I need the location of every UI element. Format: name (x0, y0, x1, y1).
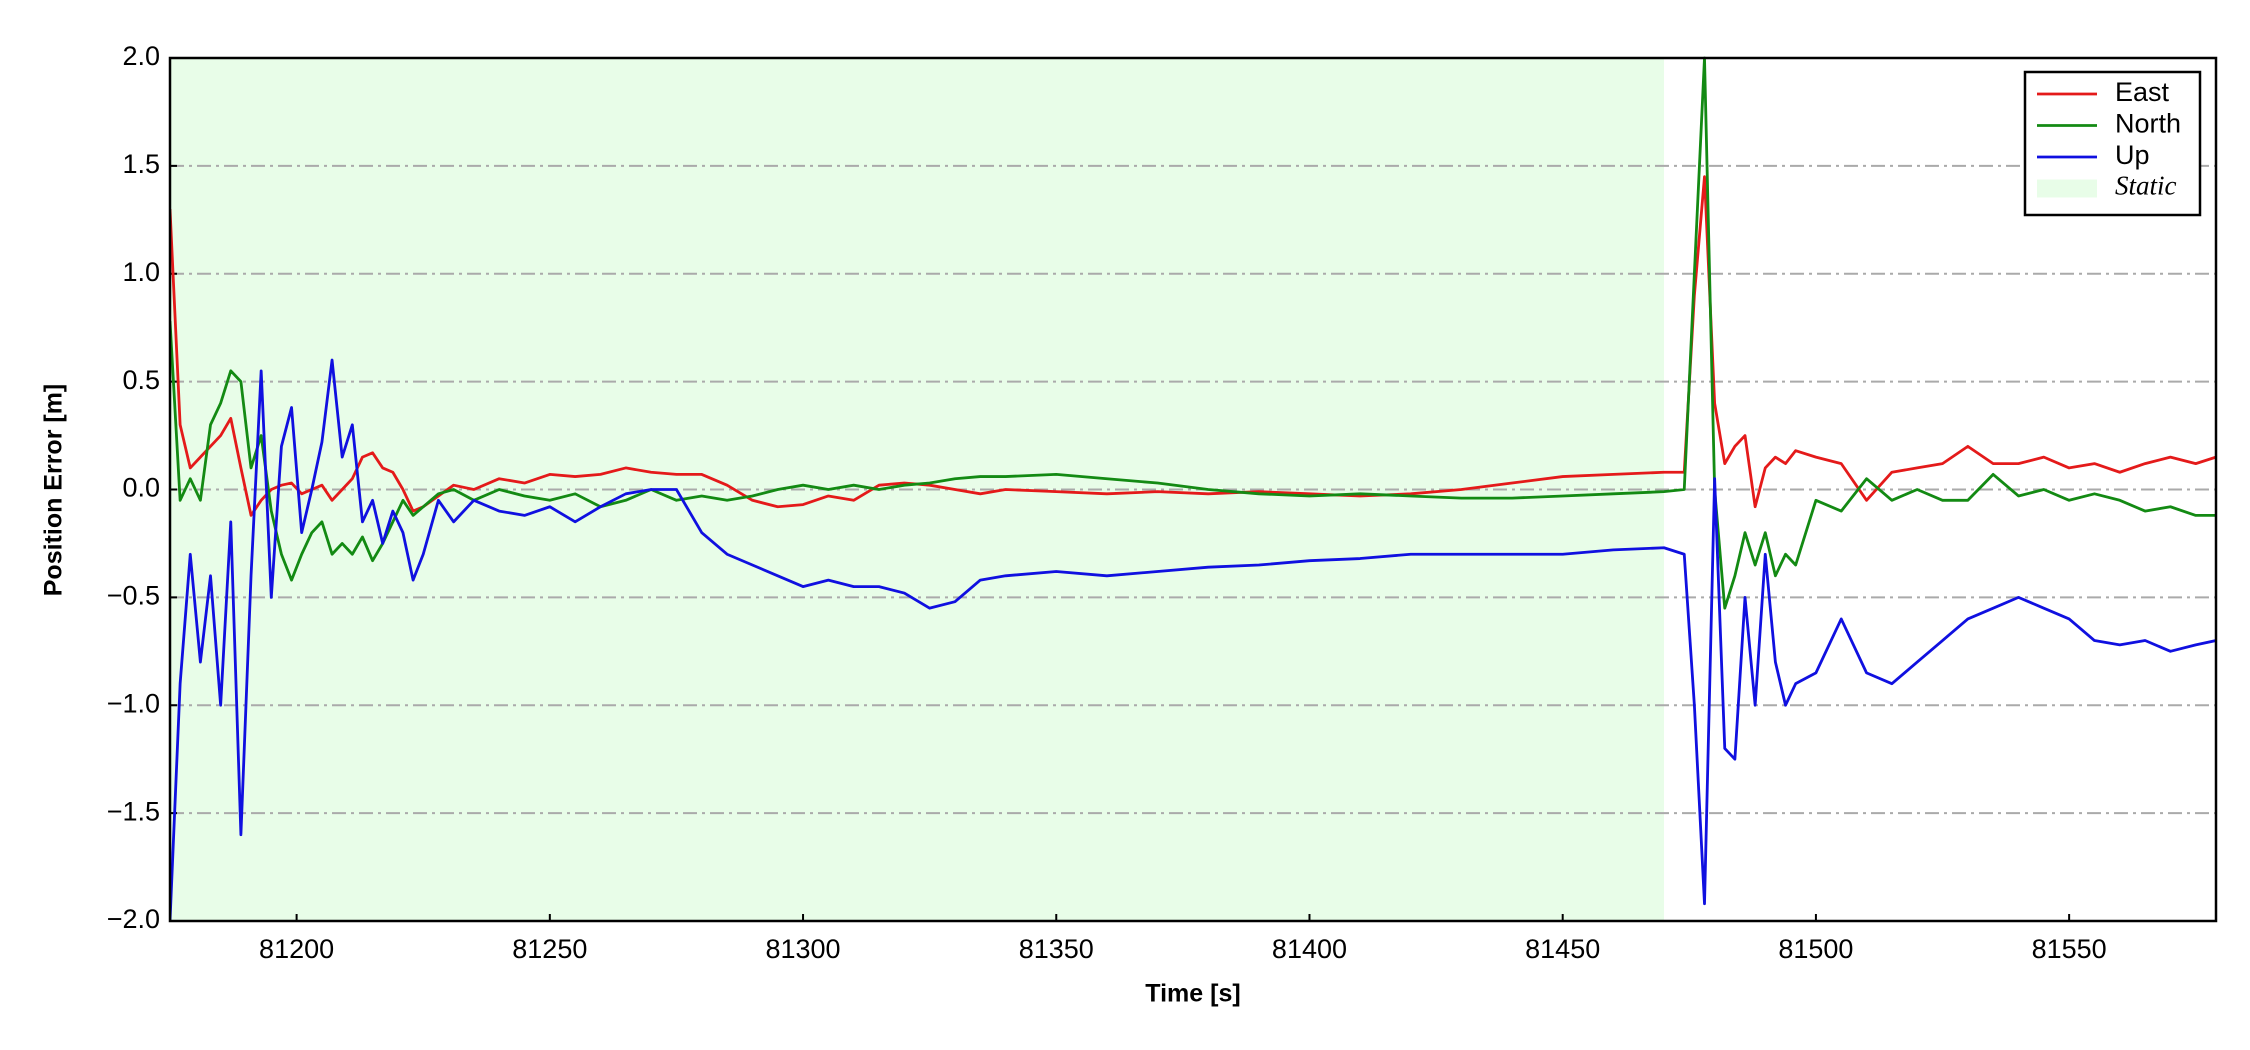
y-tick-label: 1.5 (122, 149, 160, 179)
y-tick-label: −0.5 (107, 581, 160, 611)
x-tick-label: 81450 (1525, 934, 1600, 964)
y-axis-title: Position Error [m] (40, 384, 68, 597)
legend-swatch (2037, 179, 2097, 198)
y-tick-label: −1.5 (107, 796, 160, 826)
y-tick-label: 0.5 (122, 365, 160, 395)
x-tick-label: 81400 (1272, 934, 1347, 964)
legend-label: East (2115, 77, 2170, 107)
y-tick-label: −2.0 (107, 904, 160, 934)
x-tick-label: 81250 (512, 934, 587, 964)
legend-label: North (2115, 109, 2181, 139)
legend-label: Up (2115, 140, 2150, 170)
y-tick-label: −1.0 (107, 688, 160, 718)
legend-label: Static (2115, 171, 2177, 201)
x-tick-label: 81200 (259, 934, 334, 964)
y-tick-label: 2.0 (122, 41, 160, 71)
x-axis-title: Time [s] (1145, 980, 1240, 1008)
y-tick-label: 0.0 (122, 473, 160, 503)
x-tick-label: 81500 (1778, 934, 1853, 964)
x-tick-label: 81550 (2032, 934, 2107, 964)
series-line (170, 56, 2216, 610)
x-tick-label: 81350 (1019, 934, 1094, 964)
x-tick-label: 81300 (765, 934, 840, 964)
series-line (170, 358, 2216, 922)
plot-frame (168, 56, 2218, 923)
y-tick-label: 1.0 (122, 257, 160, 287)
